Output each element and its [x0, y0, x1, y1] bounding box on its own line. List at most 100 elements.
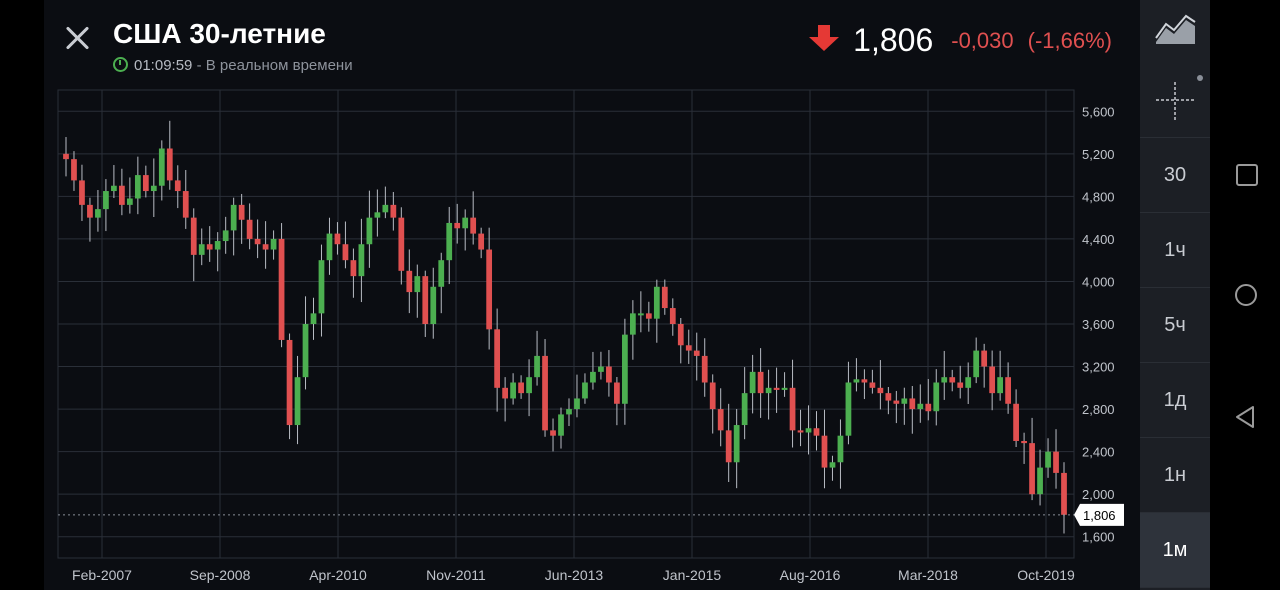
y-tick-label: 1,600: [1082, 530, 1115, 545]
candle-body: [350, 260, 357, 277]
quote-time: 01:09:59: [134, 57, 193, 74]
candle-body: [302, 324, 309, 378]
candle-body: [853, 379, 860, 383]
candle-body: [222, 230, 229, 242]
candle-body: [1005, 377, 1011, 404]
candle-body: [629, 313, 636, 335]
candle-body: [813, 428, 820, 436]
candle-body: [765, 387, 772, 394]
clock-icon: [113, 57, 128, 72]
y-tick-label: 5,600: [1082, 104, 1115, 119]
candle-body: [366, 217, 373, 245]
candle-body: [174, 180, 181, 192]
crosshair-icon[interactable]: [1156, 75, 1203, 120]
candle-body: [821, 435, 828, 468]
candle-body: [286, 339, 293, 426]
instrument-title: США 30-летние: [113, 18, 326, 49]
candle-body: [398, 217, 405, 271]
y-tick-label: 4,800: [1082, 189, 1115, 204]
candle-body: [909, 398, 916, 410]
candle-body: [622, 334, 628, 404]
candle-body: [973, 350, 980, 378]
candle-body: [230, 204, 237, 231]
candle-body: [733, 425, 740, 463]
candle-body: [757, 371, 764, 394]
interval-5[interactable]: 1м: [1140, 513, 1210, 588]
candle-body: [869, 382, 876, 388]
price-change-percent: (-1,66%): [1027, 27, 1112, 53]
candle-body: [126, 198, 133, 205]
area-chart-icon[interactable]: [1155, 14, 1196, 44]
interval-0[interactable]: 30: [1140, 138, 1210, 213]
candle-body: [773, 387, 780, 390]
y-tick-label: 3,200: [1082, 360, 1115, 375]
candle-body: [917, 403, 924, 410]
candle-body: [598, 366, 604, 372]
y-tick-label: 3,600: [1082, 317, 1115, 332]
back-icon[interactable]: [1234, 405, 1256, 429]
candle-body: [486, 249, 493, 330]
candle-body: [725, 430, 732, 463]
x-tick-label: Jan-2015: [663, 567, 722, 583]
close-icon[interactable]: [64, 24, 92, 52]
candle-body: [534, 355, 540, 378]
chart-tools: [1140, 0, 1210, 138]
candle-body: [358, 244, 365, 277]
y-tick-label: 4,400: [1082, 232, 1115, 247]
candle-body: [901, 398, 908, 404]
candle-body: [510, 382, 516, 399]
candle-body: [150, 185, 157, 192]
candle-body: [406, 270, 413, 293]
candle-body: [478, 233, 485, 250]
last-price: 1,806: [853, 22, 934, 58]
candle-body: [87, 204, 93, 218]
candle-body: [254, 238, 261, 245]
candle-body: [653, 286, 660, 319]
tools-svg: [1155, 14, 1203, 120]
candle-body: [206, 244, 213, 250]
last-price-tag: [1074, 503, 1124, 526]
candle-body: [103, 191, 109, 210]
candle-body: [278, 238, 285, 340]
candle-body: [134, 175, 141, 199]
candle-body: [837, 435, 844, 463]
candlestick-chart[interactable]: 5,600 5,200 4,800 4,400 4,000 3,600 3,200 2,800…: [44, 88, 1140, 590]
candle-body: [158, 148, 165, 186]
candle-body: [829, 462, 836, 468]
candle-body: [701, 355, 708, 383]
candle-body: [382, 204, 389, 213]
candle-body: [518, 382, 524, 394]
candle-body: [709, 382, 716, 410]
candle-body: [246, 219, 253, 239]
candle-body: [989, 366, 996, 394]
candle-body: [95, 209, 101, 218]
candle-body: [582, 382, 588, 399]
candle-body: [957, 382, 964, 388]
candle-body: [558, 414, 564, 436]
interval-1[interactable]: 1ч: [1140, 213, 1210, 288]
candle-body: [446, 222, 453, 261]
candle-body: [590, 371, 596, 383]
candle-body: [182, 191, 189, 218]
x-tick-label: Apr-2010: [309, 567, 367, 583]
candle-body: [669, 308, 676, 324]
candle-body: [142, 175, 149, 192]
interval-3[interactable]: 1д: [1140, 363, 1210, 438]
candle-body: [933, 382, 940, 412]
candle-body: [893, 400, 900, 404]
candle-body: [717, 409, 724, 431]
candle-body: [1037, 467, 1043, 495]
recent-apps-icon[interactable]: [1236, 164, 1258, 186]
candle-body: [526, 377, 532, 394]
candle-body: [270, 238, 277, 250]
y-tick-label: 2,800: [1082, 402, 1115, 417]
interval-4[interactable]: 1н: [1140, 438, 1210, 513]
candle-body: [111, 185, 117, 192]
candle-body: [781, 387, 788, 390]
interval-2[interactable]: 5ч: [1140, 288, 1210, 363]
home-icon[interactable]: [1235, 284, 1257, 306]
candle-body: [614, 382, 620, 404]
x-tick-label: Feb-2007: [72, 567, 132, 583]
x-tick-label: Mar-2018: [898, 567, 958, 583]
candle-body: [997, 377, 1004, 394]
